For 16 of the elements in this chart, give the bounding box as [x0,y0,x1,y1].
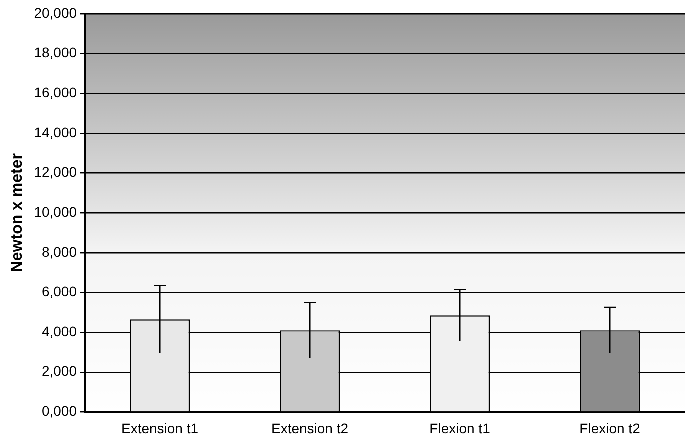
y-tick-label: 6,000 [42,284,78,300]
y-axis-title: Newton x meter [9,154,26,273]
y-tick-label: 8,000 [42,244,78,260]
x-tick-label: Flexion t1 [430,420,491,436]
y-tick-label: 12,000 [34,164,78,180]
x-tick-label: Flexion t2 [580,420,641,436]
y-tick-label: 16,000 [34,84,78,100]
y-tick-label: 20,000 [34,4,78,21]
y-tick-label: 0,000 [42,403,78,420]
x-tick-label: Extension t2 [271,420,349,436]
x-tick-label: Extension t1 [121,420,199,436]
y-tick-label: 18,000 [34,44,78,61]
y-tick-label: 14,000 [34,124,78,140]
y-tick-label: 2,000 [42,363,78,380]
y-tick-label: 4,000 [42,323,78,340]
y-tick-label: 10,000 [34,204,78,220]
